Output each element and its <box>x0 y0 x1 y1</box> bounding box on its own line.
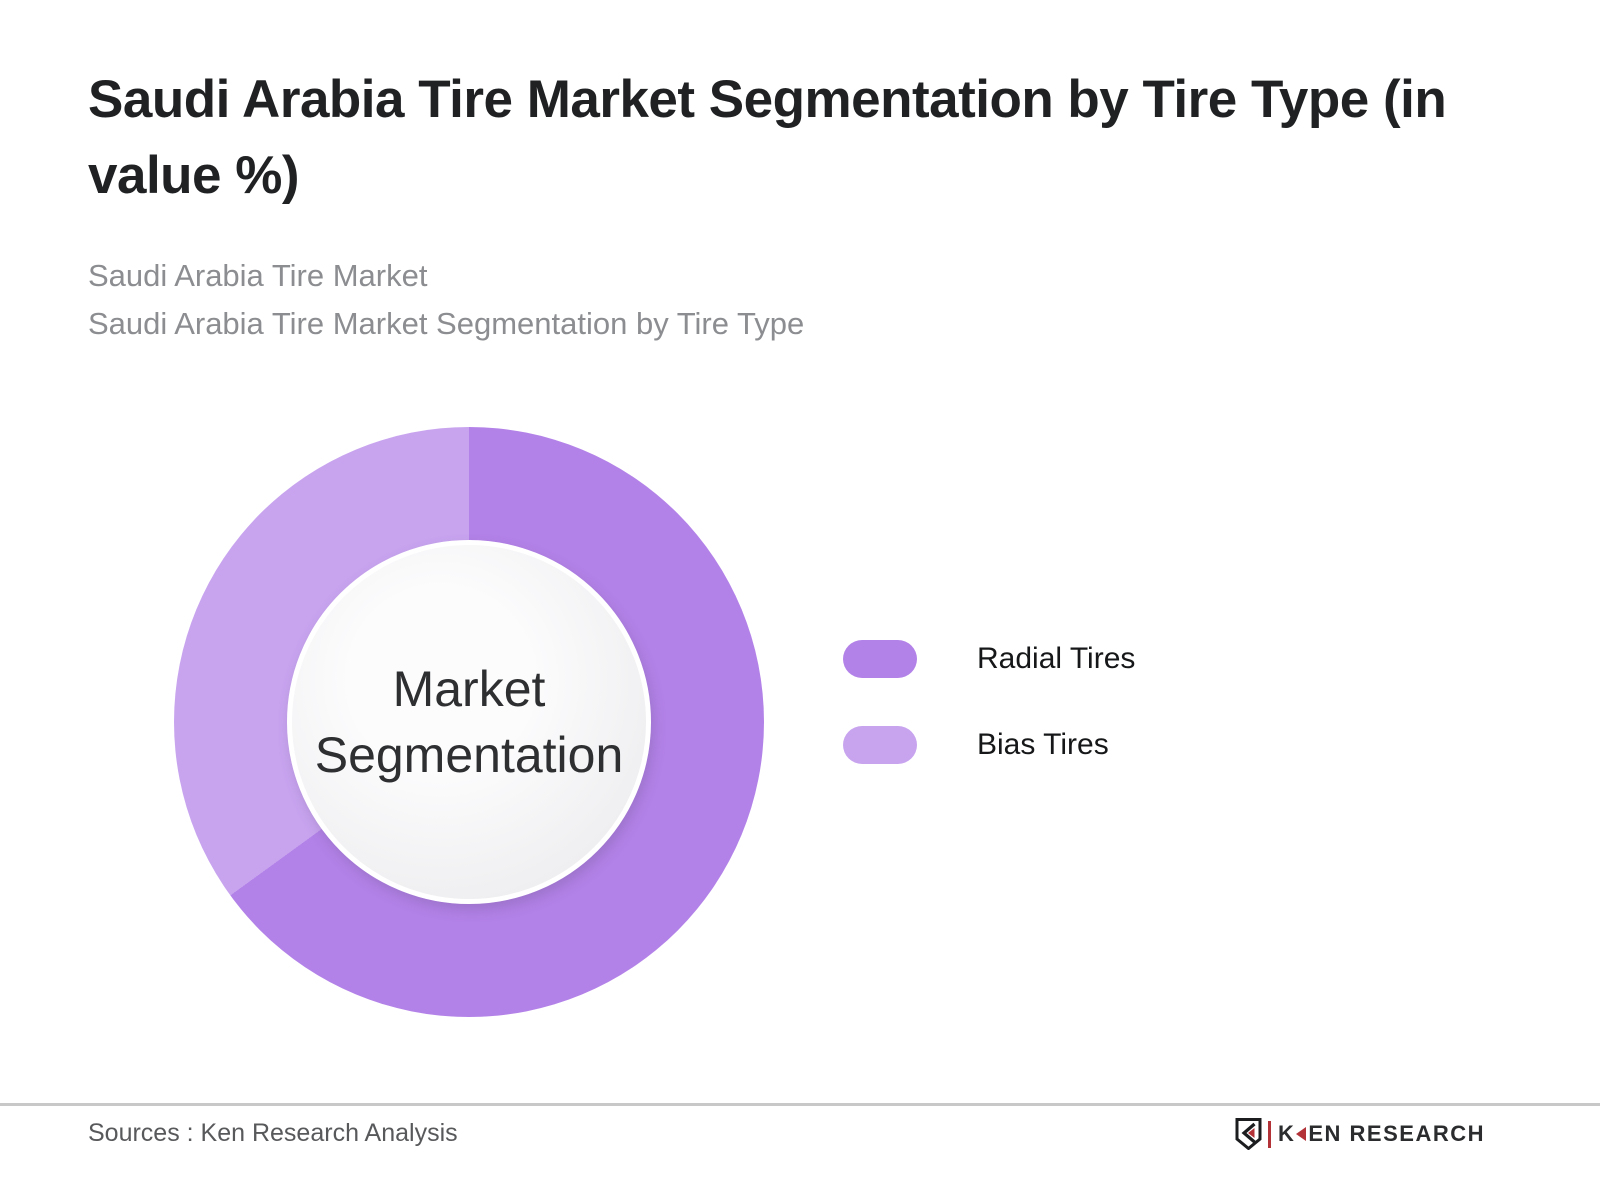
donut-center-label: Market Segmentation <box>314 661 624 783</box>
legend-swatch-bias-tires <box>843 726 917 764</box>
legend-item-bias-tires: Bias Tires <box>843 726 1135 764</box>
page-title-line2: value %) <box>88 146 300 205</box>
logo-text-rest: EN RESEARCH <box>1308 1121 1485 1146</box>
logo-wordmark: K EN RESEARCH <box>1278 1121 1485 1147</box>
donut-inner-circle: Market Segmentation <box>287 540 651 904</box>
subtitle-line2: Saudi Arabia Tire Market Segmentation by… <box>88 306 805 341</box>
page-title-line1: Saudi Arabia Tire Market Segmentation by… <box>88 70 1447 129</box>
legend-item-radial-tires: Radial Tires <box>843 640 1135 678</box>
subtitle-line1: Saudi Arabia Tire Market <box>88 258 428 293</box>
logo-letter-k: K <box>1277 1121 1296 1146</box>
page-subtitle: Saudi Arabia Tire Market Saudi Arabia Ti… <box>88 252 1288 348</box>
legend-label-radial-tires: Radial Tires <box>977 642 1136 675</box>
legend-label-bias-tires: Bias Tires <box>977 728 1109 761</box>
footer-divider <box>0 1103 1600 1106</box>
sources-text: Sources : Ken Research Analysis <box>88 1119 458 1147</box>
legend-swatch-radial-tires <box>843 640 917 678</box>
donut-chart: Market Segmentation <box>174 427 764 1017</box>
logo-separator-bar <box>1267 1120 1271 1148</box>
ken-research-logo: K EN RESEARCH <box>1235 1116 1485 1152</box>
ken-research-shield-icon <box>1235 1118 1262 1150</box>
page-title: Saudi Arabia Tire Market Segmentation by… <box>88 62 1528 214</box>
chart-legend: Radial Tires Bias Tires <box>843 640 1135 764</box>
logo-triangle-icon <box>1296 1127 1307 1141</box>
